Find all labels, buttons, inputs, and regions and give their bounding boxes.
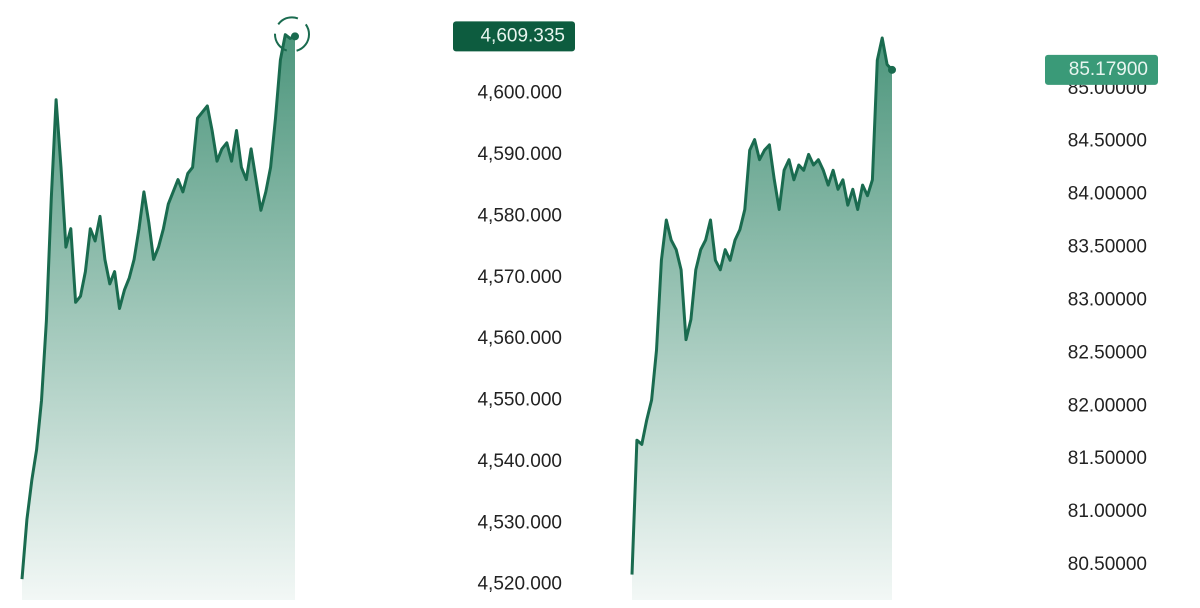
y-tick-label: 81.50000 [1068, 448, 1147, 469]
y-tick-label: 4,590.000 [477, 144, 562, 165]
y-tick-label: 4,540.000 [477, 451, 562, 472]
y-tick-label: 4,520.000 [477, 574, 562, 595]
y-tick-label: 82.50000 [1068, 342, 1147, 363]
y-tick-label: 80.50000 [1068, 554, 1147, 575]
last-point [291, 32, 299, 41]
y-tick-label: 4,530.000 [477, 512, 562, 533]
last-point-ring [274, 16, 310, 53]
y-tick-label: 81.00000 [1068, 501, 1147, 522]
current-price-box [453, 21, 575, 52]
y-tick-label: 4,580.000 [477, 205, 562, 226]
area-fill [22, 34, 295, 600]
last-point [888, 65, 896, 74]
y-tick-label: 4,560.000 [477, 328, 562, 349]
y-tick-label: 4,570.000 [477, 267, 562, 288]
area-fill [632, 38, 892, 600]
price-line [20, 33, 296, 580]
y-tick-label: 84.50000 [1068, 131, 1147, 152]
y-tick-label: 83.50000 [1068, 237, 1147, 258]
y-tick-label: 82.00000 [1068, 395, 1147, 416]
current-price-box [1045, 54, 1158, 85]
y-tick-label: 84.00000 [1068, 184, 1147, 205]
y-tick-label: 4,600.000 [477, 83, 562, 104]
current-price-label: 4,609.335 [480, 25, 565, 46]
y-tick-label: 4,550.000 [477, 390, 562, 411]
price-line [630, 36, 894, 575]
current-price-label: 85.17900 [1069, 59, 1148, 80]
y-tick-label: 83.00000 [1068, 289, 1147, 310]
